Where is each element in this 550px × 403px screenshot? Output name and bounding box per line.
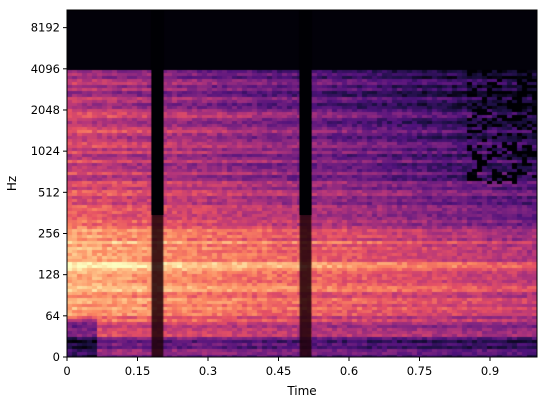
y-tick-label: 64 bbox=[45, 309, 60, 323]
y-tick-label: 1024 bbox=[31, 144, 60, 158]
x-axis-label: Time bbox=[286, 384, 316, 398]
y-tick-label: 0 bbox=[53, 350, 60, 364]
time-mask-1 bbox=[151, 10, 164, 215]
y-tick-label: 2048 bbox=[31, 103, 60, 117]
y-tick-label: 512 bbox=[38, 185, 60, 199]
y-axis: 0 64 128 256 512 1024 2048 4096 8192 bbox=[31, 21, 67, 364]
y-tick-label: 256 bbox=[38, 226, 60, 240]
axes-frame bbox=[66, 9, 538, 358]
y-tick-label: 8192 bbox=[31, 21, 60, 35]
x-tick-label: 0.6 bbox=[340, 364, 358, 378]
time-mask-2 bbox=[299, 10, 312, 215]
y-axis-label: Hz bbox=[5, 176, 19, 191]
time-mask-layer bbox=[151, 10, 312, 215]
y-tick-label: 128 bbox=[38, 268, 60, 282]
x-tick-label: 0.75 bbox=[407, 364, 433, 378]
x-axis: 0 0.15 0.3 0.45 0.6 0.75 0.9 bbox=[63, 357, 499, 378]
plot-area bbox=[67, 10, 537, 357]
x-tick-label: 0.9 bbox=[481, 364, 499, 378]
y-tick-label: 4096 bbox=[31, 62, 60, 76]
x-tick-label: 0.3 bbox=[199, 364, 217, 378]
x-tick-label: 0 bbox=[63, 364, 70, 378]
x-tick-label: 0.15 bbox=[125, 364, 151, 378]
x-tick-label: 0.45 bbox=[266, 364, 292, 378]
